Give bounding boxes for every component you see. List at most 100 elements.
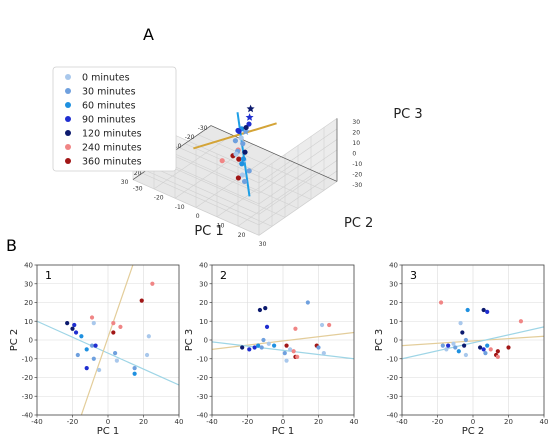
data-point <box>293 326 298 331</box>
data-point <box>462 343 467 348</box>
legend-label: 240 minutes <box>82 143 142 154</box>
data-point <box>266 341 271 346</box>
data-point <box>272 343 277 348</box>
grid-line <box>237 171 317 227</box>
scatter-pc1-pc3: -40 -20 0 20 40 40 30 20 10 0 -10 -20 -30 -40 PC 1 PC 3… <box>184 262 358 437</box>
data-point <box>242 149 248 155</box>
x-tick-label: -40 <box>206 418 217 426</box>
x-tick-label: 20 <box>134 170 142 177</box>
data-point <box>79 334 84 339</box>
panel-a-label: A <box>143 25 154 44</box>
data-point <box>438 300 444 305</box>
y-tick-label: 10 <box>217 223 225 230</box>
y-tick-label: -40 <box>22 412 33 420</box>
data-point <box>111 321 116 326</box>
y-tick-label: 0 <box>29 337 33 345</box>
fit-line <box>402 326 544 360</box>
x-tick-label: 0 <box>281 418 285 426</box>
z-tick-label: -20 <box>352 172 362 179</box>
data-point <box>239 161 245 167</box>
z-tick-label: 0 <box>352 151 356 158</box>
y-tick-label: -10 <box>387 355 398 363</box>
x-axis-label: PC 1 <box>97 426 120 437</box>
legend-label: 30 minutes <box>82 87 136 98</box>
data-point <box>114 358 119 363</box>
data-point <box>240 141 246 147</box>
data-point <box>73 330 79 335</box>
x-tick-label: -20 <box>432 418 443 426</box>
fit-line <box>80 265 134 415</box>
x-tick-label: 20 <box>139 418 148 426</box>
data-point <box>240 156 246 162</box>
legend-label: 120 minutes <box>82 129 142 140</box>
legend-label: 0 minutes <box>82 73 130 84</box>
y-axis-label: PC 2 <box>344 216 373 231</box>
z-tick-label: 30 <box>352 119 360 126</box>
y-tick-label: -30 <box>387 393 398 401</box>
data-point <box>488 347 493 352</box>
data-point <box>240 345 245 350</box>
grid-line <box>258 118 338 173</box>
data-point <box>118 324 123 329</box>
x-axis-label: PC 1 <box>272 426 295 437</box>
legend-marker <box>65 116 71 122</box>
y-tick-label: -20 <box>197 374 208 382</box>
grid-line <box>132 179 260 236</box>
data-point <box>259 345 264 350</box>
x-tick-label: 0 <box>471 418 475 426</box>
y-axis-label: PC 2 <box>9 329 20 352</box>
x-tick-label: 40 <box>175 418 184 426</box>
data-point <box>316 345 321 350</box>
y-tick-label: 30 <box>259 241 267 248</box>
y-axis-label: PC 3 <box>374 329 385 352</box>
data-point <box>239 172 245 178</box>
data-point <box>463 337 468 343</box>
panel-number: 2 <box>220 269 227 282</box>
legend-marker <box>65 158 71 164</box>
data-point <box>91 356 96 361</box>
y-axis-label: PC 3 <box>184 329 195 352</box>
data-point <box>246 121 252 127</box>
x-tick-label: 40 <box>350 418 359 426</box>
y-tick-label: -10 <box>175 204 185 211</box>
x-axis-label: PC 1 <box>194 224 223 239</box>
data-point <box>321 351 326 356</box>
z-axis-label: PC 3 <box>393 107 422 122</box>
data-point <box>327 322 332 328</box>
fit-line <box>212 331 354 350</box>
data-point <box>139 298 144 303</box>
fit-line <box>212 341 354 360</box>
data-point <box>518 319 524 324</box>
y-tick-label: 40 <box>24 262 33 270</box>
y-tick-label: 0 <box>204 337 208 345</box>
legend-marker <box>65 102 71 108</box>
scatter-pc1-pc2: -40 -20 0 20 40 40 30 20 10 0 -10 -20 -30 -40 PC 1 PC 2… <box>9 262 183 437</box>
panel-number: 1 <box>45 269 52 282</box>
fit-line <box>402 335 544 347</box>
data-point <box>456 349 461 354</box>
data-point <box>236 156 242 162</box>
data-point <box>506 345 511 350</box>
x-tick-label: -20 <box>185 134 195 141</box>
x-tick-label: 20 <box>314 418 323 426</box>
plot-content <box>37 265 179 415</box>
data-point <box>65 321 70 326</box>
x-tick-label: 20 <box>504 418 513 426</box>
y-tick-label: 20 <box>238 232 246 239</box>
y-tick-label: 40 <box>199 262 208 270</box>
data-point <box>291 349 296 354</box>
data-point <box>146 334 151 339</box>
y-tick-label: 10 <box>199 318 208 326</box>
data-point <box>261 337 266 343</box>
data-point <box>89 315 95 320</box>
data-point <box>446 343 451 348</box>
x-axis-label: PC 2 <box>462 426 485 437</box>
data-point <box>72 322 77 328</box>
legend-box <box>52 66 177 172</box>
data-point <box>150 281 155 286</box>
x-tick-label: -40 <box>396 418 407 426</box>
data-point <box>236 128 242 134</box>
y-tick-label: 0 <box>394 337 398 345</box>
fit-line <box>193 122 277 150</box>
z-tick-label: -10 <box>352 161 362 168</box>
